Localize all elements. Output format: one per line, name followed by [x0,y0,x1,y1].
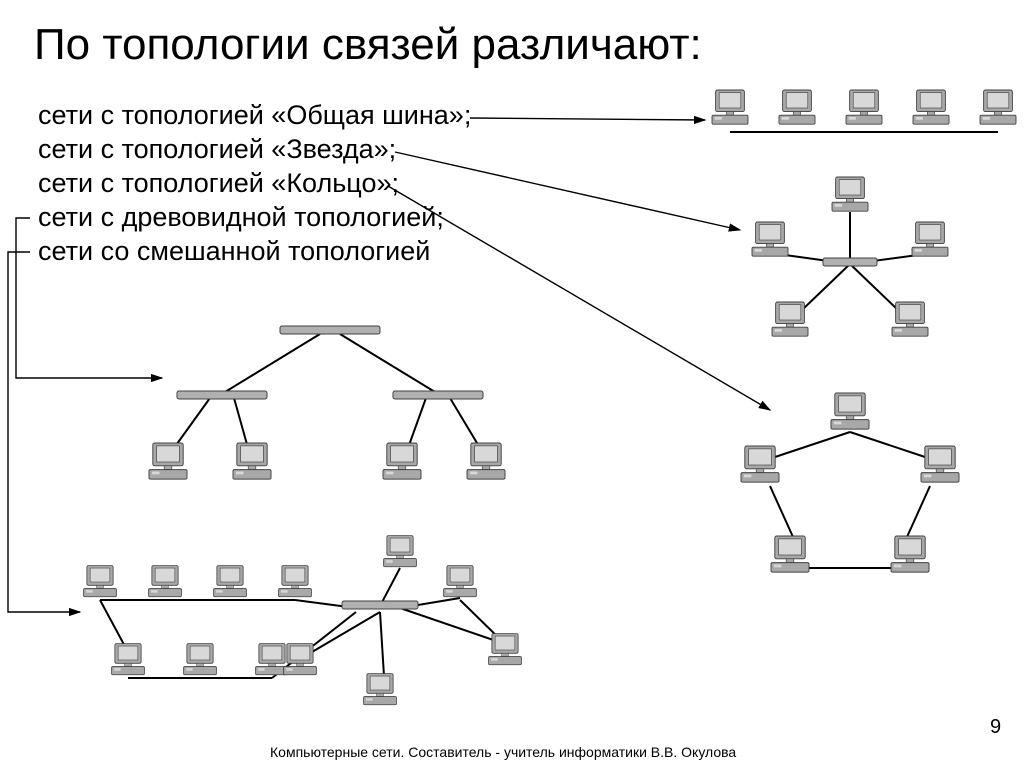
page-title: По топологии связей различают: [34,20,702,70]
computer-icon [112,644,145,675]
page-number: 9 [990,716,1001,739]
hub-icon [393,391,483,399]
computer-icon [364,674,397,705]
footer-text: Компьютерные сети. Составитель - учитель… [270,744,736,760]
computer-icon [771,536,809,572]
computer-icon [912,222,948,256]
bullet-1: сети с топологией «Общая шина»; [38,100,471,131]
computer-icon [233,443,271,479]
computer-icon [913,90,949,124]
computer-icon [752,222,788,256]
computer-icon [149,566,182,597]
hub-icon [280,326,380,334]
bullet-4: сети с древовидной топологией; [38,202,444,233]
computer-icon [384,536,417,567]
computer-icon [892,302,928,336]
computer-icon [444,566,477,597]
bullet-3: сети с топологией «Кольцо»; [38,168,399,199]
hub-icon [823,258,877,266]
computer-icon [84,566,117,597]
computer-icon [891,536,929,572]
computer-icon [284,644,317,675]
computer-icon [921,446,959,482]
computer-icon [279,566,312,597]
hub-icon [342,601,418,609]
computer-icon [779,90,815,124]
computer-icon [184,644,217,675]
computer-icon [980,90,1016,124]
bullet-2: сети с топологией «Звезда»; [38,134,396,165]
computer-icon [214,566,247,597]
computer-icon [383,443,421,479]
computer-icon [832,177,868,211]
bullet-5: сети со смешанной топологией [38,236,430,267]
computer-icon [149,443,187,479]
computer-icon [846,90,882,124]
computer-icon [741,446,779,482]
computer-icon [831,393,869,429]
computer-icon [772,302,808,336]
computer-icon [467,443,505,479]
computer-icon [712,90,748,124]
computer-icon [489,634,522,665]
hub-icon [177,391,267,399]
